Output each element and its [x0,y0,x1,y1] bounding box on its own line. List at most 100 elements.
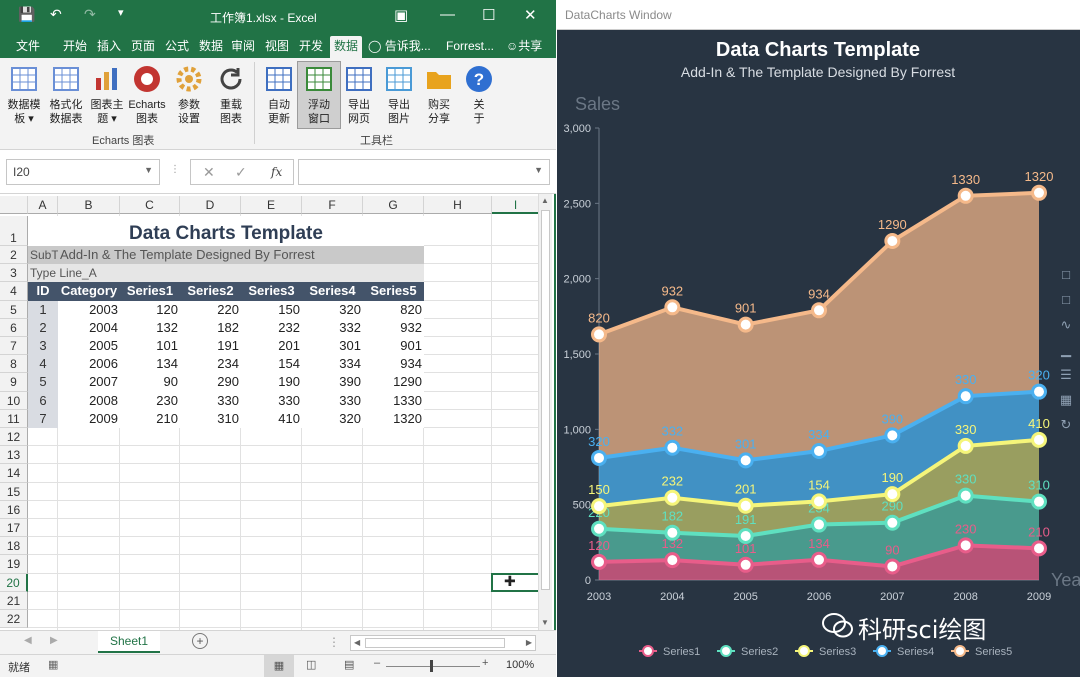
tab-split-icon[interactable]: ⋮ [328,635,340,649]
row-header[interactable]: 6 [0,318,28,337]
page-layout-view-icon[interactable]: ◫ [306,659,317,671]
tab-tell-me[interactable]: ◯ 告诉我... [368,36,436,58]
zoom-reset-icon[interactable]: □ [1062,292,1070,307]
table-cell[interactable]: 4 [28,355,58,374]
tab-data[interactable]: 数据 [198,39,223,53]
table-cell[interactable]: 1 [28,300,58,319]
row-header[interactable]: 7 [0,337,28,356]
table-cell[interactable]: 150 [241,300,302,319]
table-cell[interactable]: 301 [302,337,363,356]
row-header[interactable]: 13 [0,446,28,465]
ribbon-button-export-web[interactable]: 导出 网页 [338,62,380,126]
table-cell[interactable]: 220 [180,300,241,319]
sheet-subtitle[interactable]: Add-In & The Template Designed By Forres… [60,247,315,262]
minimize-icon[interactable]: — [440,6,455,23]
table-cell[interactable]: 334 [302,355,363,374]
ribbon-button-table-template[interactable]: 数据模 板 ▾ [3,62,45,126]
tiled-icon[interactable]: ▦ [1059,392,1073,407]
row-header[interactable]: 18 [0,537,28,556]
scroll-up-icon[interactable]: ▲ [541,196,549,205]
table-cell[interactable]: 232 [241,318,302,337]
zoom-slider-thumb[interactable] [430,660,433,672]
table-cell[interactable]: 2004 [58,318,120,337]
column-header[interactable]: C [120,196,180,214]
maximize-icon[interactable]: ☐ [482,7,496,24]
row-header[interactable]: 9 [0,373,28,392]
table-header[interactable]: Series1 [120,282,180,301]
row-header[interactable]: 21 [0,591,28,610]
column-header[interactable]: A [28,196,58,214]
table-cell[interactable]: 2006 [58,355,120,374]
table-cell[interactable]: 320 [302,409,363,428]
close-icon[interactable]: ✕ [524,7,537,24]
row-header[interactable]: 4 [0,282,28,301]
table-cell[interactable]: 210 [120,409,180,428]
tab-review[interactable]: 审阅 [230,39,255,53]
data-zoom-icon[interactable]: □ [1062,267,1070,282]
table-cell[interactable]: 120 [120,300,180,319]
table-cell[interactable]: 332 [302,318,363,337]
ribbon-button-echarts[interactable]: Echarts 图表 [126,62,168,126]
formula-input[interactable]: ▼ [298,159,550,185]
tab-formulas[interactable]: 公式 [164,39,189,53]
row-header[interactable]: 1 [0,216,28,246]
table-header[interactable]: Series2 [180,282,241,301]
stack-icon[interactable]: ☰ [1060,367,1072,382]
restore-icon[interactable]: ↻ [1060,417,1072,432]
table-cell[interactable]: 932 [363,318,424,337]
horizontal-scrollbar[interactable]: ◀ ▶ [350,635,536,651]
row-header[interactable]: 12 [0,428,28,447]
tab-file[interactable]: 文件 [15,39,40,53]
scroll-thumb[interactable] [541,210,550,590]
row-header[interactable]: 2 [0,246,28,265]
table-header[interactable]: Category [58,282,120,301]
account-name[interactable]: Forrest... [445,39,494,53]
table-cell[interactable]: 2007 [58,373,120,392]
zoom-level[interactable]: 100% [506,659,535,671]
tab-home[interactable]: 开始 [62,39,87,53]
chart-type-row[interactable]: Type Line_A [28,264,424,283]
tab-datacharts[interactable]: 数据 [330,36,362,58]
normal-view-icon[interactable]: ▦ [264,655,294,677]
table-cell[interactable]: 2009 [58,409,120,428]
row-header[interactable]: 8 [0,355,28,374]
page-break-view-icon[interactable]: ▤ [344,659,355,671]
column-header[interactable]: D [180,196,241,214]
row-header[interactable]: 3 [0,264,28,283]
table-cell[interactable]: 330 [180,391,241,410]
customize-qat-icon[interactable]: ▾ [118,7,124,19]
ribbon-button-settings-gear[interactable]: 参数 设置 [168,62,210,126]
table-cell[interactable]: 3 [28,337,58,356]
column-header[interactable]: F [302,196,363,214]
table-header[interactable]: ID [28,282,58,301]
chevron-down-icon[interactable]: ▼ [144,165,153,175]
vertical-scrollbar[interactable]: ▲ ▼ [538,194,552,630]
table-cell[interactable]: 820 [363,300,424,319]
column-header[interactable]: I [492,196,540,214]
ribbon-button-chart-theme[interactable]: 图表主 题 ▾ [86,62,128,126]
table-cell[interactable]: 191 [180,337,241,356]
table-cell[interactable]: 1320 [363,409,424,428]
table-cell[interactable]: 182 [180,318,241,337]
share-button[interactable]: ☺共享 [506,36,556,58]
insert-function-icon[interactable]: fx [271,165,283,179]
macro-record-icon[interactable]: ▦ [48,659,59,671]
table-cell[interactable]: 230 [120,391,180,410]
enter-icon[interactable]: ✓ [235,164,247,180]
table-cell[interactable]: 101 [120,337,180,356]
table-cell[interactable]: 1290 [363,373,424,392]
bar-chart-icon[interactable]: ▁ [1061,342,1071,357]
table-cell[interactable]: 320 [302,300,363,319]
ribbon-display-icon[interactable]: ▣ [394,7,409,24]
row-header[interactable]: 15 [0,482,28,501]
expand-formula-icon[interactable]: ▼ [534,165,543,175]
ribbon-button-help[interactable]: ? 关 于 [458,62,500,126]
table-cell[interactable]: 330 [302,391,363,410]
column-header[interactable]: G [363,196,424,214]
table-cell[interactable]: 2 [28,318,58,337]
tab-insert[interactable]: 插入 [96,39,121,53]
tab-developer[interactable]: 开发工 [298,39,323,53]
subtitle-key[interactable]: SubT [30,248,58,262]
table-cell[interactable]: 5 [28,373,58,392]
column-header[interactable]: H [424,196,492,214]
